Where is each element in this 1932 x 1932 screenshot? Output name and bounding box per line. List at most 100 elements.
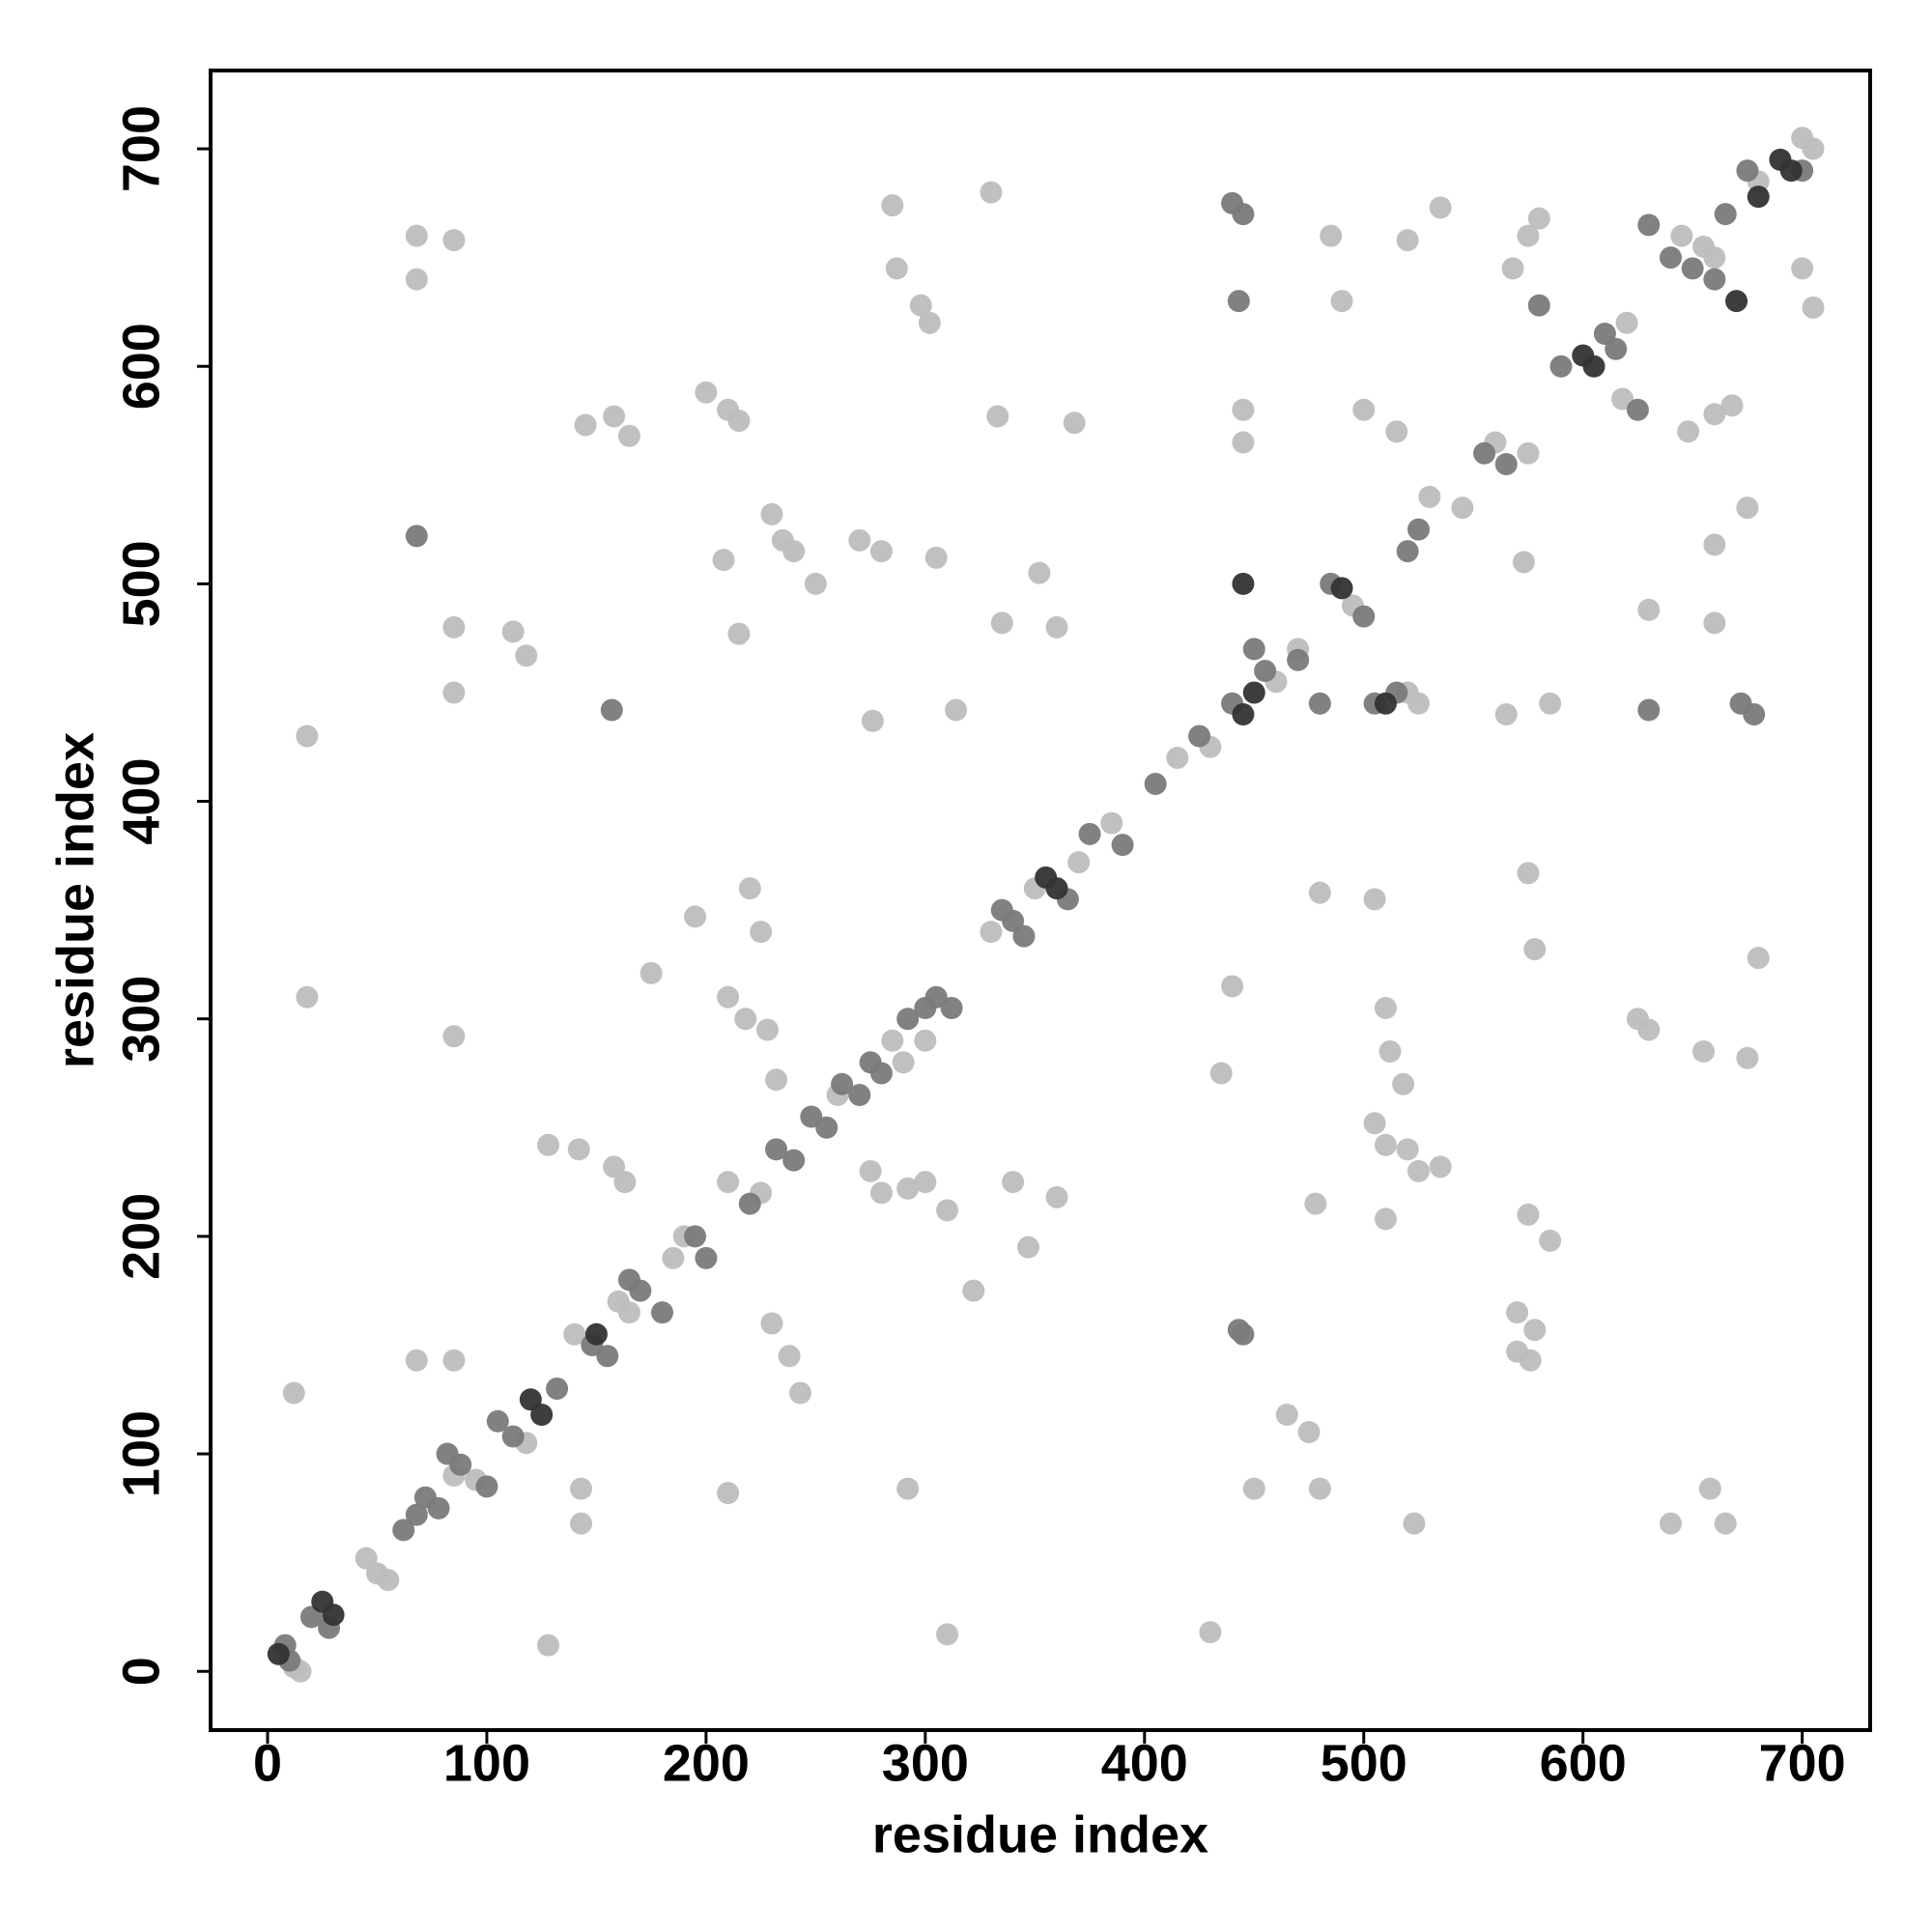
point: [617, 1301, 640, 1324]
point: [296, 985, 319, 1009]
point: [1111, 834, 1134, 857]
point: [405, 1503, 428, 1526]
point: [848, 1084, 871, 1107]
point: [449, 1453, 472, 1476]
point: [760, 502, 783, 526]
point: [1626, 398, 1649, 421]
point: [1308, 1477, 1331, 1500]
point: [1703, 533, 1726, 556]
point: [804, 572, 827, 595]
point: [1494, 702, 1518, 725]
point: [1374, 692, 1397, 715]
point: [1637, 598, 1661, 621]
point: [962, 1279, 985, 1302]
y-tick-label: 100: [112, 1410, 170, 1497]
point: [442, 1025, 466, 1048]
point: [848, 528, 871, 552]
point: [1297, 1421, 1321, 1444]
point: [1045, 1185, 1068, 1208]
point: [918, 311, 941, 334]
point: [570, 1512, 593, 1535]
point: [296, 724, 319, 748]
point: [405, 525, 428, 548]
point: [1002, 1171, 1025, 1194]
point: [475, 1475, 498, 1498]
x-axis-label: residue index: [872, 1805, 1208, 1863]
point: [567, 1138, 590, 1161]
x-tick-label: 200: [663, 1734, 750, 1792]
point: [869, 1181, 893, 1205]
point: [1736, 159, 1759, 183]
x-tick-label: 0: [253, 1734, 282, 1792]
point: [765, 1138, 788, 1161]
point: [1519, 1349, 1542, 1372]
point: [1287, 648, 1310, 671]
point: [405, 1349, 428, 1372]
point: [515, 644, 538, 668]
point: [1227, 290, 1250, 313]
point: [1396, 229, 1419, 252]
point: [405, 268, 428, 291]
point: [765, 1068, 788, 1092]
point: [1698, 1477, 1721, 1500]
point: [1352, 398, 1376, 421]
point: [442, 615, 466, 639]
point: [1506, 1301, 1529, 1324]
point: [1418, 485, 1441, 508]
point: [1677, 420, 1700, 443]
point: [1681, 257, 1704, 280]
point: [1527, 294, 1550, 317]
x-tick-label: 600: [1540, 1734, 1627, 1792]
x-tick-label: 300: [882, 1734, 969, 1792]
point: [1045, 877, 1068, 900]
point: [1539, 1229, 1562, 1252]
point: [282, 1381, 305, 1405]
point: [924, 546, 948, 569]
point: [1779, 159, 1803, 183]
point: [603, 405, 626, 428]
point: [1063, 412, 1086, 435]
point: [1330, 577, 1353, 600]
point: [1637, 213, 1661, 237]
point: [1473, 441, 1496, 465]
point: [1374, 1208, 1397, 1231]
point: [1747, 185, 1770, 209]
point: [1451, 497, 1474, 520]
x-tick-label: 100: [443, 1734, 530, 1792]
point: [914, 1029, 937, 1052]
point: [1659, 1512, 1682, 1535]
point: [936, 1199, 959, 1222]
point: [727, 410, 751, 433]
point: [1396, 1138, 1419, 1161]
point: [651, 1301, 674, 1324]
y-tick-label: 0: [112, 1657, 170, 1686]
point: [405, 224, 428, 247]
point: [1791, 257, 1814, 280]
point: [896, 1008, 920, 1031]
point: [1494, 453, 1518, 476]
point: [537, 1133, 560, 1156]
point: [980, 181, 1003, 204]
point: [980, 921, 1003, 944]
point: [1703, 246, 1726, 270]
point: [717, 1171, 740, 1194]
point: [734, 1008, 757, 1031]
point: [662, 1246, 685, 1269]
point: [869, 540, 893, 563]
point: [1385, 420, 1408, 443]
point: [442, 681, 466, 704]
point: [940, 996, 963, 1019]
point: [267, 1642, 290, 1665]
point: [639, 961, 663, 984]
point: [1406, 692, 1430, 715]
point: [782, 1149, 806, 1172]
point: [1714, 1512, 1737, 1535]
point: [1692, 1039, 1716, 1063]
point: [750, 921, 773, 944]
point: [695, 1246, 718, 1269]
point: [1242, 681, 1265, 704]
point: [738, 877, 761, 900]
point: [1045, 615, 1068, 639]
point: [1275, 1404, 1298, 1427]
